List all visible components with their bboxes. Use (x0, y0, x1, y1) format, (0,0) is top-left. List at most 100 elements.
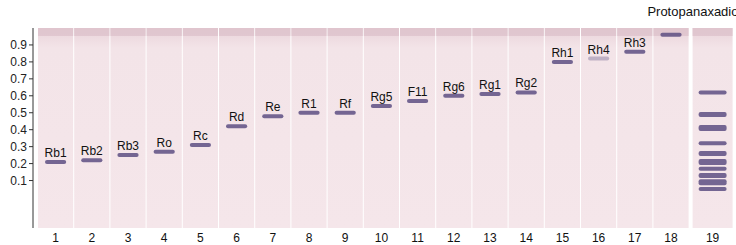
band-label: Protopanaxadiol (647, 4, 736, 19)
lane (581, 28, 616, 228)
y-tick-label: 0.9 (10, 38, 27, 52)
solvent-front (291, 28, 326, 36)
band-label: Rb2 (81, 144, 103, 158)
band (699, 187, 727, 191)
band (699, 179, 727, 185)
y-tick (29, 78, 33, 79)
y-tick (29, 95, 33, 96)
y-tick-label: 0.4 (10, 123, 27, 137)
y-tick-label: 0.5 (10, 106, 27, 120)
lane (255, 28, 290, 228)
lane (110, 28, 145, 228)
lane-number: 19 (706, 231, 720, 245)
y-tick (29, 180, 33, 181)
band-labels: Rb1Rb2Rb3RoRcRdReR1RfRg5F11Rg6Rg1Rg2Rh1R… (45, 4, 736, 160)
y-tick (29, 163, 33, 164)
band-label: Re (265, 100, 281, 114)
y-tick-label: 0.8 (10, 55, 27, 69)
band (117, 153, 138, 157)
lane (472, 28, 507, 228)
band-label: Rf (339, 97, 352, 111)
band-label: Rh1 (551, 46, 573, 60)
lane-number: 17 (628, 231, 642, 245)
band-label: Rg5 (370, 90, 392, 104)
band-label: F11 (408, 85, 428, 99)
band (371, 104, 392, 108)
lane-number: 16 (592, 231, 606, 245)
solvent-front (509, 28, 544, 36)
lane-number: 2 (88, 231, 95, 245)
solvent-front (183, 28, 218, 36)
band (699, 90, 727, 94)
solvent-front (400, 28, 435, 36)
band (699, 141, 727, 145)
lane-number: 15 (556, 231, 570, 245)
y-tick-label: 0.2 (10, 157, 27, 171)
y-tick (29, 61, 33, 62)
y-tick (29, 112, 33, 113)
lane-number: 18 (664, 231, 678, 245)
lane-number: 14 (520, 231, 534, 245)
y-tick (29, 129, 33, 130)
lane-number: 10 (375, 231, 389, 245)
solvent-front (255, 28, 290, 36)
lane-number: 7 (269, 231, 276, 245)
lane (400, 28, 435, 228)
y-tick-label: 0.3 (10, 140, 27, 154)
tlc-chart: 0.10.10.20.20.30.30.40.40.50.50.60.60.70… (0, 0, 736, 245)
lanes (38, 28, 733, 228)
y-tick-label: 0.6 (10, 89, 27, 103)
band-label: Rd (229, 110, 244, 124)
band-label: Rb3 (117, 139, 139, 153)
band (190, 143, 211, 147)
y-tick (29, 146, 33, 147)
left-axis (33, 28, 34, 228)
lane (183, 28, 218, 228)
band (226, 124, 247, 128)
band-label: Rh4 (588, 43, 610, 57)
band-label: R1 (301, 97, 317, 111)
band-label: Rc (193, 129, 208, 143)
lane-numbers: 12345678910111213141516171819 (52, 231, 719, 245)
band (699, 112, 727, 117)
band (407, 99, 428, 103)
lane (147, 28, 182, 228)
y-tick-label: 0.1 (10, 174, 27, 188)
lane (509, 28, 544, 228)
band-label: Rb1 (45, 146, 67, 160)
band (262, 114, 283, 118)
lane-number: 8 (306, 231, 313, 245)
solvent-front (653, 28, 688, 36)
y-tick (29, 44, 33, 45)
lane-number: 12 (447, 231, 461, 245)
band (81, 158, 102, 162)
band (699, 159, 727, 165)
chart-container: 0.10.10.20.20.30.30.40.40.50.50.60.60.70… (0, 0, 736, 245)
solvent-front (436, 28, 471, 36)
band-label: Rg6 (443, 80, 465, 94)
lane (38, 28, 73, 228)
band (298, 111, 319, 115)
band-label: Rh3 (624, 36, 646, 50)
lane (436, 28, 471, 228)
lane (219, 28, 254, 228)
lane-number: 9 (342, 231, 349, 245)
solvent-front (364, 28, 399, 36)
band-label: Rg1 (479, 78, 501, 92)
solvent-front (328, 28, 363, 36)
lane (74, 28, 109, 228)
band (335, 111, 356, 115)
band (552, 60, 573, 64)
band-label: Rg2 (515, 76, 537, 90)
lane-number: 5 (197, 231, 204, 245)
band (624, 50, 645, 54)
band (699, 125, 727, 131)
solvent-front (74, 28, 109, 36)
solvent-front (472, 28, 507, 36)
lane-number: 4 (161, 231, 168, 245)
lane (328, 28, 363, 228)
band (154, 150, 175, 154)
lane (545, 28, 580, 228)
lane (693, 28, 733, 228)
band (443, 94, 464, 98)
